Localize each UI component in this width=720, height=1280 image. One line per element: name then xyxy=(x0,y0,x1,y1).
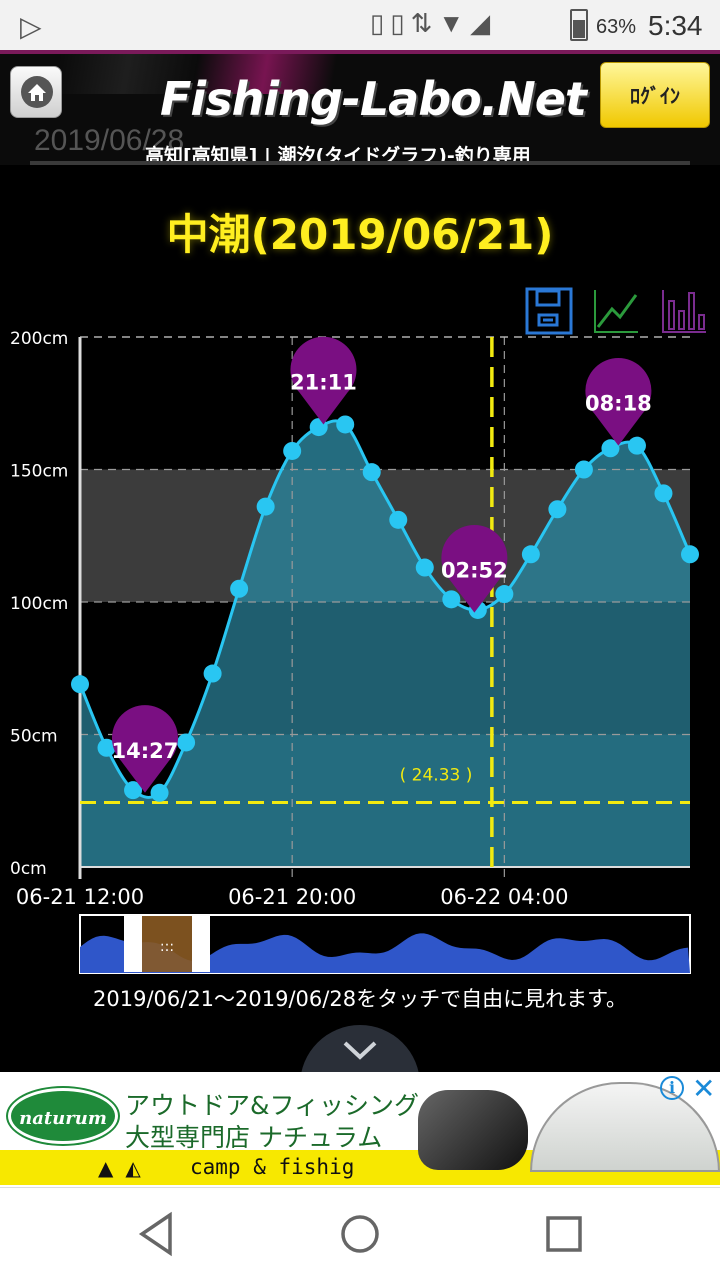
tide-point[interactable] xyxy=(124,781,143,800)
tide-point[interactable] xyxy=(681,545,699,564)
tide-point[interactable] xyxy=(71,675,89,694)
login-button[interactable]: ﾛｸﾞｲﾝ xyxy=(600,62,710,128)
overview-grip-icon: ::: xyxy=(160,939,174,955)
extreme-marker[interactable] xyxy=(111,705,178,793)
extreme-time-label: 08:18 xyxy=(585,392,652,416)
tide-point[interactable] xyxy=(389,510,408,529)
status-bar: ▷ ▯▯⇅▼◢ 63% 5:34 xyxy=(0,0,720,50)
ad-line-1: アウトドア&フィッシング xyxy=(125,1091,419,1120)
reference-label: ( 24.33 ) xyxy=(400,766,473,786)
tide-point[interactable] xyxy=(601,439,620,458)
recents-icon[interactable] xyxy=(546,1216,582,1252)
tide-point[interactable] xyxy=(574,460,593,479)
vibrate-icon: ▯ xyxy=(370,8,391,38)
header-decoration xyxy=(60,54,400,94)
extreme-time-label: 14:27 xyxy=(112,739,179,763)
tide-point[interactable] xyxy=(415,558,434,577)
tide-point[interactable] xyxy=(442,590,461,609)
battery-percent: 63% xyxy=(596,16,637,38)
overview-window[interactable] xyxy=(142,916,192,972)
tide-point[interactable] xyxy=(521,545,540,564)
tide-point[interactable] xyxy=(495,585,514,604)
home-button[interactable] xyxy=(10,66,62,118)
home-circle-icon[interactable] xyxy=(341,1215,379,1253)
ad-info-icon[interactable]: i xyxy=(660,1076,684,1100)
tide-point[interactable] xyxy=(203,664,222,683)
x-tick-label: 06-21 12:00 xyxy=(16,885,144,909)
tide-point[interactable] xyxy=(627,436,646,455)
overview-wave xyxy=(80,933,690,973)
site-header: 2019/06/28 Fishing-Labo.Net 高知[高知県] | 潮汐… xyxy=(0,50,720,167)
tide-point[interactable] xyxy=(177,733,196,752)
signal-icon: ◢ xyxy=(470,8,497,38)
site-logo[interactable]: Fishing-Labo.Net xyxy=(160,72,587,126)
y-tick-label: 50cm xyxy=(10,727,58,747)
range-hint: 2019/06/21～2019/06/28をタッチで自由に見れます。 xyxy=(93,987,627,1011)
ad-line-2: 大型専門店 ナチュラム xyxy=(125,1123,383,1152)
home-icon xyxy=(21,76,53,108)
tide-point[interactable] xyxy=(256,497,275,516)
line-chart-icon[interactable] xyxy=(592,287,640,335)
y-tick-label: 100cm xyxy=(10,594,68,614)
ad-logo[interactable]: naturum xyxy=(8,1088,118,1144)
overview-window-right xyxy=(192,916,210,972)
tide-point[interactable] xyxy=(336,415,355,434)
tide-point[interactable] xyxy=(97,738,116,757)
x-tick-label: 06-21 20:00 xyxy=(228,885,356,909)
battery-icon xyxy=(570,9,588,41)
overview-window-left xyxy=(124,916,142,972)
header-divider xyxy=(30,161,690,165)
tide-point[interactable] xyxy=(230,579,249,598)
back-icon[interactable] xyxy=(138,1211,172,1257)
y-tick-label: 200cm xyxy=(10,329,68,349)
data-transfer-icon: ⇅ xyxy=(410,8,439,38)
ad-tent-icons: ▲◭ xyxy=(98,1156,153,1180)
band-overlay xyxy=(80,602,690,735)
tide-point[interactable] xyxy=(150,783,169,802)
header-ghost-date: 2019/06/28 xyxy=(34,124,185,157)
y-tick-label: 0cm xyxy=(10,859,47,879)
tide-point[interactable] xyxy=(362,463,381,482)
extreme-marker[interactable] xyxy=(290,336,357,425)
play-store-icon: ▷ xyxy=(20,11,42,42)
tide-panel: 中潮(2019/06/21) 0cm 50cm 100cm 150cm 200cm 06-… xyxy=(0,165,720,1085)
clock: 5:34 xyxy=(648,10,703,41)
x-tick-label: 06-22 04:00 xyxy=(440,885,568,909)
android-nav-bar xyxy=(0,1187,720,1280)
ad-reel-image xyxy=(418,1090,528,1170)
tide-title: 中潮(2019/06/21) xyxy=(166,210,554,259)
tide-point[interactable] xyxy=(548,500,567,519)
ad-line-3: camp & fishig xyxy=(190,1155,355,1179)
tide-chart[interactable]: 0cm 50cm 100cm 150cm 200cm 06-21 12:00 06-21 2… xyxy=(0,165,720,980)
save-icon[interactable] xyxy=(525,287,573,335)
extreme-marker[interactable] xyxy=(585,358,652,446)
status-icons: ▯▯⇅▼◢ xyxy=(370,8,496,39)
wifi-icon: ▼ xyxy=(438,8,471,38)
chevron-down-icon xyxy=(343,1041,377,1060)
extreme-time-label: 02:52 xyxy=(441,559,508,583)
no-sim-icon: ▯ xyxy=(390,8,411,38)
bar-chart-icon[interactable] xyxy=(660,287,708,335)
tide-point[interactable] xyxy=(654,484,673,503)
ad-close-icon[interactable]: ✕ xyxy=(692,1072,716,1105)
ad-banner[interactable]: naturum アウトドア&フィッシング 大型専門店 ナチュラム ▲◭ camp… xyxy=(0,1072,720,1187)
tide-point[interactable] xyxy=(283,441,302,460)
battery-fill xyxy=(573,20,585,38)
extreme-time-label: 21:11 xyxy=(290,370,357,394)
extreme-marker[interactable] xyxy=(441,524,508,613)
y-tick-label: 150cm xyxy=(10,462,68,482)
tide-area xyxy=(80,420,690,867)
